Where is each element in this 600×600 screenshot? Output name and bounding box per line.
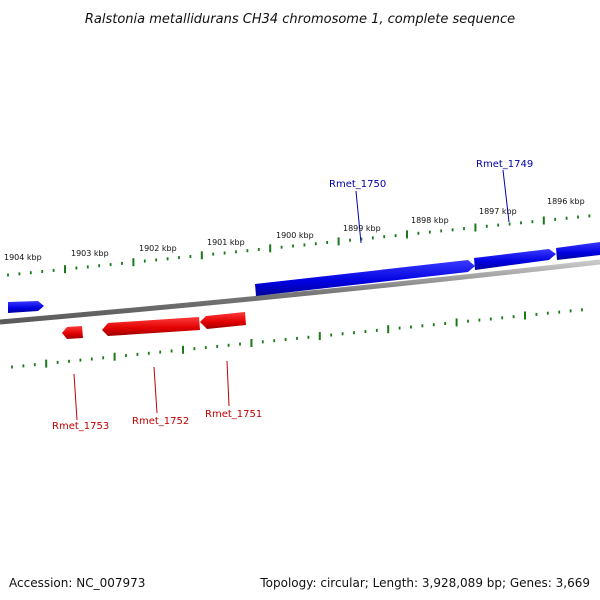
gene-rmet-1749[interactable] (474, 249, 556, 270)
map-title: Ralstonia metallidurans CH34 chromosome … (85, 12, 515, 27)
kbp-label: 1896 kbp (547, 197, 585, 206)
kbp-label: 1899 kbp (343, 224, 381, 233)
gene-rmet-1753[interactable] (62, 326, 83, 339)
leader-line (73, 373, 78, 421)
outer-tick-track (7, 214, 591, 277)
reverse-genes (62, 312, 246, 339)
kbp-label: 1903 kbp (71, 249, 109, 258)
kbp-label: 1898 kbp (411, 216, 449, 225)
kbp-scale: 1904 kbp 1903 kbp 1902 kbp 1901 kbp 1900… (4, 197, 585, 262)
gene-label-rmet-1753[interactable]: Rmet_1753 (52, 421, 109, 432)
gene-label-rmet-1751[interactable]: Rmet_1751 (205, 409, 262, 420)
gene-label-rmet-1752[interactable]: Rmet_1752 (132, 416, 189, 427)
gene-rmet-1750[interactable] (255, 260, 475, 296)
gene-label-rmet-1750[interactable]: Rmet_1750 (329, 179, 386, 190)
leader-line (226, 360, 230, 407)
chromosome-backbone (0, 259, 600, 325)
leader-line (502, 169, 510, 223)
leader-line (153, 366, 158, 414)
gene-rmet-1751[interactable] (200, 312, 246, 329)
inner-tick-track (11, 308, 583, 369)
kbp-label: 1902 kbp (139, 244, 177, 253)
kbp-label: 1901 kbp (207, 238, 245, 247)
kbp-label: 1897 kbp (479, 207, 517, 216)
accession-text: Accession: NC_007973 (9, 576, 145, 590)
gene-rmet-1752[interactable] (102, 317, 200, 336)
kbp-label: 1900 kbp (276, 231, 314, 240)
forward-genes (8, 242, 600, 313)
kbp-label: 1904 kbp (4, 253, 42, 262)
forward-gene-arrow[interactable] (556, 242, 600, 260)
gene-labels: Rmet_1750 Rmet_1749 Rmet_1753 Rmet_1752 … (52, 159, 533, 432)
leader-line (355, 190, 362, 244)
topology-summary: Topology: circular; Length: 3,928,089 bp… (259, 576, 590, 590)
forward-gene-arrow[interactable] (8, 301, 44, 313)
gene-label-rmet-1749[interactable]: Rmet_1749 (476, 159, 533, 170)
